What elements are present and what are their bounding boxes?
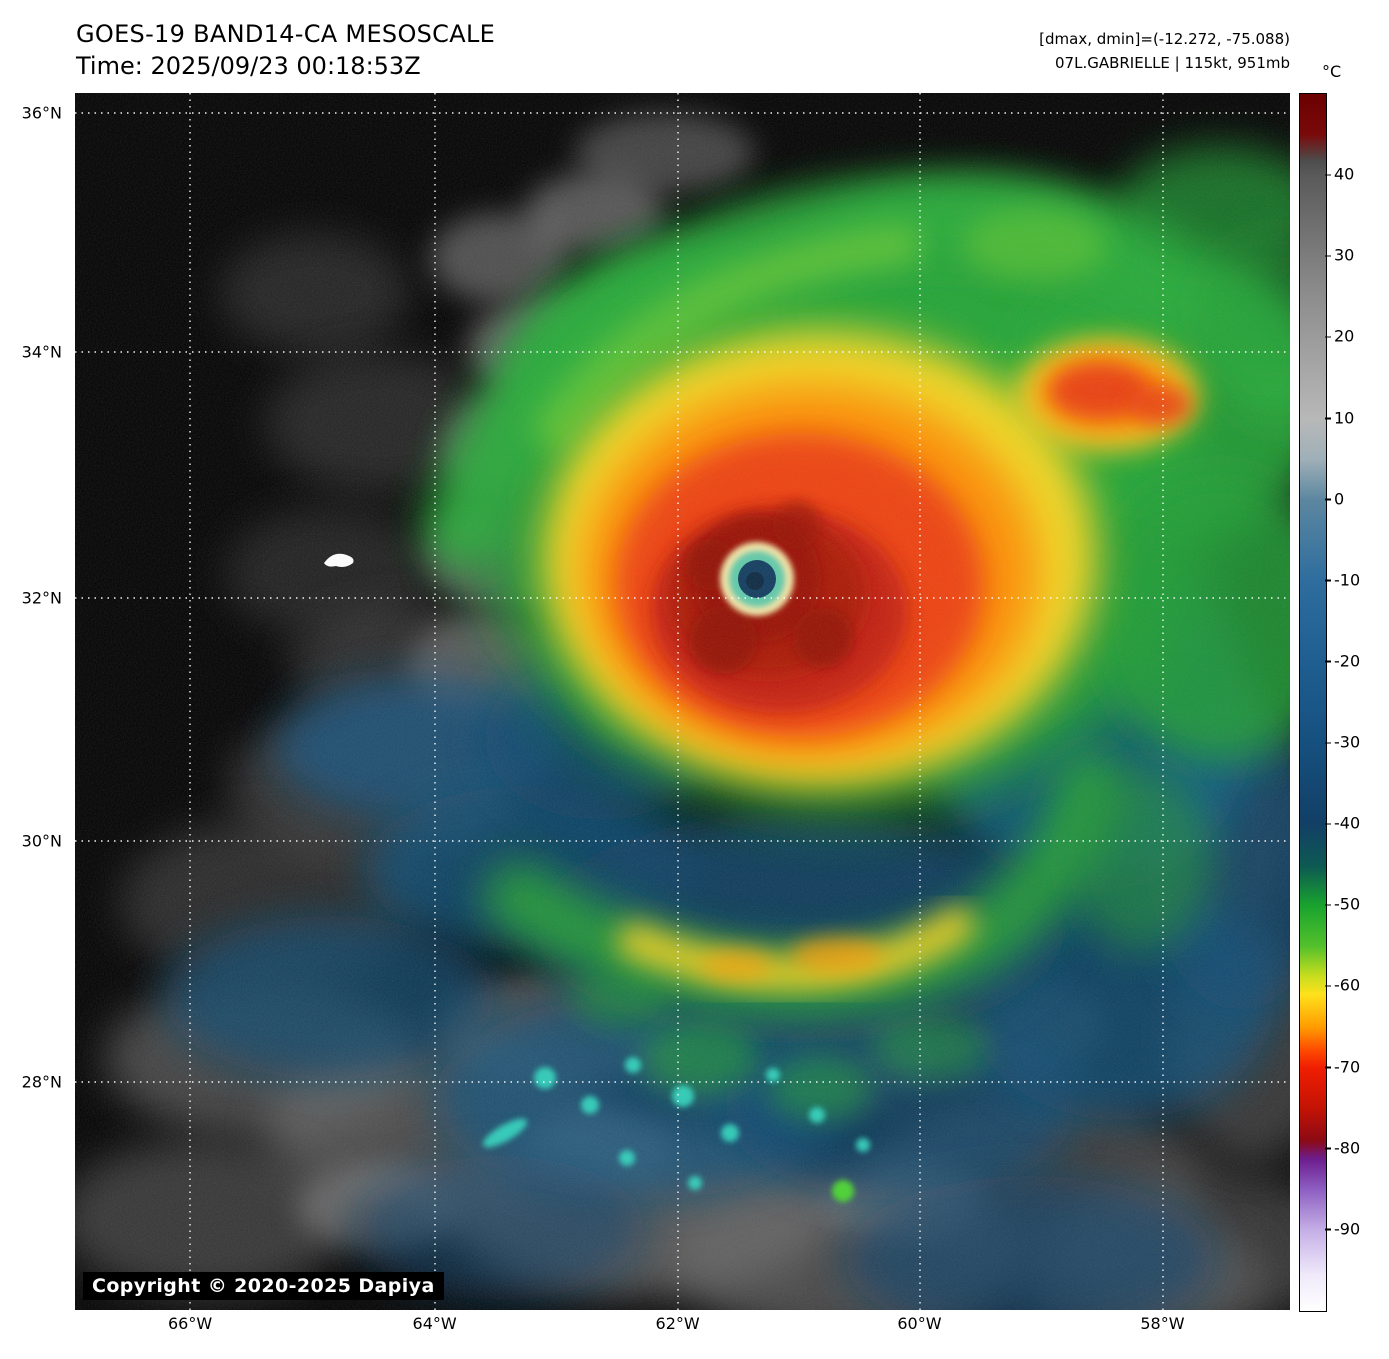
map-area: Copyright © 2020-2025 Dapiya: [75, 93, 1290, 1310]
temperature-colorbar: [1299, 93, 1327, 1312]
lat-tick-label: 28°N: [21, 1072, 62, 1092]
colorbar-tick: -60: [1324, 975, 1361, 995]
product-time: Time: 2025/09/23 00:18:53Z: [76, 52, 421, 80]
satellite-image: [75, 93, 1290, 1310]
colorbar-tick-labels: 40 30 20 10 0 -10 -20 -30 -40 -50 -60 -7…: [1324, 93, 1388, 1310]
noise-overlay: [75, 93, 1290, 1310]
longitude-axis: 66°W 64°W 62°W 60°W 58°W: [75, 1314, 1290, 1346]
latitude-axis: 36°N 34°N 32°N 30°N 28°N: [0, 93, 68, 1310]
colorbar-tick: -70: [1324, 1057, 1361, 1077]
colorbar-tick: 0: [1324, 489, 1345, 509]
lon-tick-label: 64°W: [412, 1314, 457, 1333]
graticule: [75, 93, 1290, 1310]
lat-tick-label: 36°N: [21, 103, 62, 123]
colorbar-tick: -20: [1324, 651, 1361, 671]
colorbar-tick: -40: [1324, 813, 1361, 833]
lat-tick-label: 32°N: [21, 588, 62, 608]
lon-tick-label: 62°W: [655, 1314, 700, 1333]
colorbar-tick: -90: [1324, 1219, 1361, 1239]
colorbar-tick: -30: [1324, 732, 1361, 752]
colorbar-tick: 20: [1324, 326, 1355, 346]
colorbar-unit-label: °C: [1322, 62, 1342, 81]
colorbar-tick: -50: [1324, 894, 1361, 914]
lat-tick-label: 34°N: [21, 342, 62, 362]
lon-tick-label: 60°W: [897, 1314, 942, 1333]
colorbar-tick: -80: [1324, 1138, 1361, 1158]
colorbar-tick: -10: [1324, 570, 1361, 590]
product-title: GOES-19 BAND14-CA MESOSCALE: [76, 20, 496, 48]
storm-info: 07L.GABRIELLE | 115kt, 951mb: [1055, 54, 1290, 72]
dmax-dmin-readout: [dmax, dmin]=(-12.272, -75.088): [1039, 30, 1290, 48]
lon-tick-label: 66°W: [167, 1314, 213, 1333]
lat-tick-label: 30°N: [21, 831, 62, 851]
colorbar-tick: 40: [1324, 164, 1355, 184]
copyright-label: Copyright © 2020-2025 Dapiya: [83, 1272, 444, 1300]
lon-tick-label: 58°W: [1140, 1314, 1185, 1333]
colorbar-tick: 10: [1324, 408, 1355, 428]
colorbar-tick: 30: [1324, 245, 1355, 265]
